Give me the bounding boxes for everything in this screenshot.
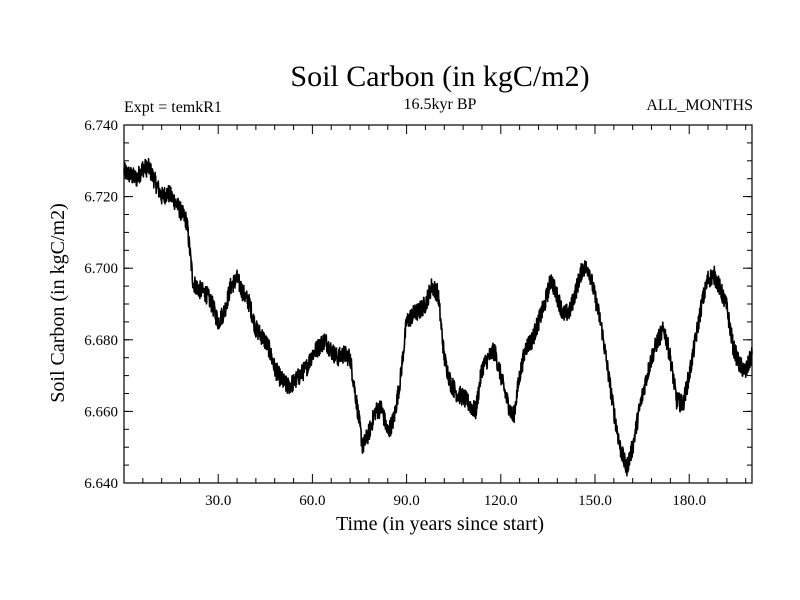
y-tick-label: 6.660 bbox=[84, 404, 118, 420]
x-axis-label: Time (in years since start) bbox=[336, 513, 544, 535]
y-tick-label: 6.700 bbox=[84, 261, 118, 277]
x-tick-label: 150.0 bbox=[578, 493, 612, 509]
x-tick-label: 90.0 bbox=[393, 493, 419, 509]
chart-subtitle: 16.5kyr BP bbox=[404, 96, 477, 113]
chart-title: Soil Carbon (in kgC/m2) bbox=[290, 60, 589, 93]
y-tick-label: 6.740 bbox=[84, 118, 118, 134]
y-tick-label: 6.680 bbox=[84, 333, 118, 349]
x-tick-label: 120.0 bbox=[484, 493, 518, 509]
x-tick-label: 180.0 bbox=[672, 493, 706, 509]
y-tick-label: 6.720 bbox=[84, 190, 118, 206]
y-tick-label: 6.640 bbox=[84, 476, 118, 492]
y-axis-label: Soil Carbon (in kgC/m2) bbox=[47, 203, 69, 402]
experiment-label: Expt = temkR1 bbox=[124, 99, 222, 116]
months-label: ALL_MONTHS bbox=[646, 97, 753, 114]
x-tick-label: 30.0 bbox=[205, 493, 231, 509]
series-line-soil-carbon bbox=[123, 157, 753, 477]
plot-area: 30.0 60.0 90.0 120.0 150.0 180.0 6.640 6.660 6.6… bbox=[84, 118, 753, 509]
x-tick-label: 60.0 bbox=[299, 493, 325, 509]
